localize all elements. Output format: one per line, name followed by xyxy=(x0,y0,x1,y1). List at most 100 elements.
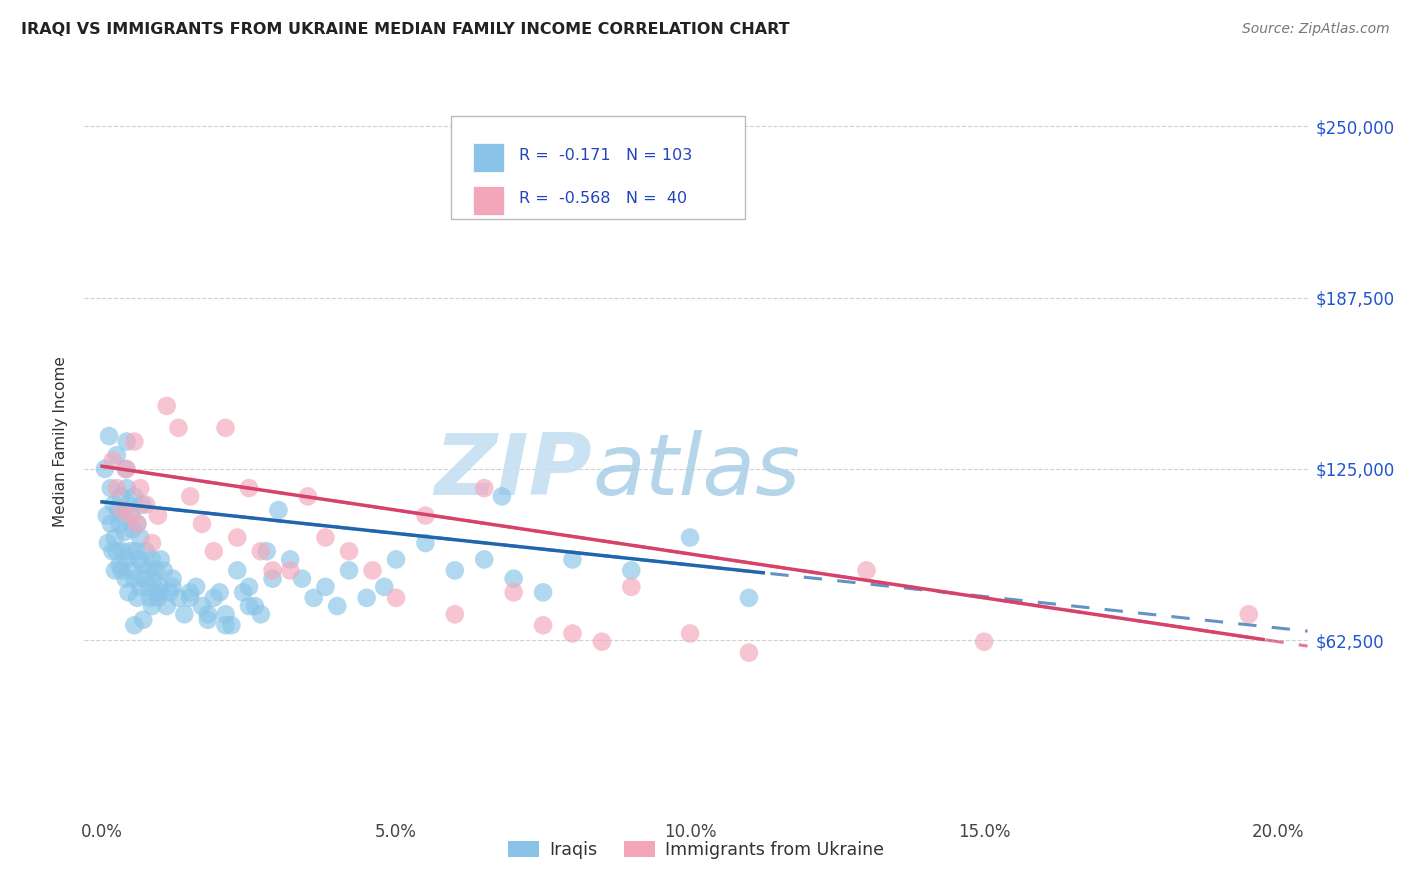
Point xyxy=(337,544,360,558)
Point xyxy=(127,516,149,531)
Point xyxy=(221,618,243,632)
Point xyxy=(145,563,167,577)
Point xyxy=(214,618,236,632)
Point xyxy=(337,563,360,577)
Bar xyxy=(451,116,745,219)
Point xyxy=(531,585,554,599)
Text: R =  -0.171   N = 103: R = -0.171 N = 103 xyxy=(519,148,692,162)
Point xyxy=(138,580,160,594)
Point xyxy=(105,544,128,558)
Point xyxy=(167,591,190,605)
Point xyxy=(256,544,278,558)
Point xyxy=(117,498,139,512)
Point xyxy=(132,613,155,627)
Bar xyxy=(474,186,503,215)
Point xyxy=(314,580,336,594)
Text: atlas: atlas xyxy=(592,430,800,513)
Point xyxy=(124,489,146,503)
Point xyxy=(278,552,301,566)
Point xyxy=(973,634,995,648)
Point xyxy=(197,613,219,627)
Point xyxy=(179,585,201,599)
Point xyxy=(162,580,184,594)
Point xyxy=(214,607,236,622)
Point xyxy=(108,516,131,531)
Point xyxy=(620,580,643,594)
Point xyxy=(146,591,169,605)
Point xyxy=(278,563,301,577)
Text: R =  -0.568   N =  40: R = -0.568 N = 40 xyxy=(519,191,686,206)
Point xyxy=(561,552,583,566)
Point xyxy=(104,531,127,545)
Point xyxy=(136,563,159,577)
Point xyxy=(531,618,554,632)
Point xyxy=(135,544,157,558)
Point xyxy=(197,607,219,622)
Point xyxy=(591,634,613,648)
Point xyxy=(385,552,408,566)
Point xyxy=(100,481,122,495)
Point xyxy=(105,481,128,495)
Point xyxy=(444,607,467,622)
Point xyxy=(356,591,378,605)
Point xyxy=(173,607,195,622)
Point xyxy=(124,572,146,586)
Point xyxy=(679,626,702,640)
Point xyxy=(297,489,319,503)
Point xyxy=(149,585,172,599)
Point xyxy=(373,580,395,594)
Text: ZIP: ZIP xyxy=(434,430,592,513)
Point xyxy=(502,572,524,586)
Point xyxy=(129,580,152,594)
Point xyxy=(214,421,236,435)
Point xyxy=(226,563,249,577)
Point xyxy=(101,544,124,558)
Point xyxy=(120,563,142,577)
Point xyxy=(491,489,513,503)
Point xyxy=(226,531,249,545)
Point xyxy=(143,585,166,599)
Point xyxy=(620,563,643,577)
Point xyxy=(142,572,165,586)
Point xyxy=(97,536,120,550)
Point xyxy=(111,508,134,523)
Point xyxy=(159,585,181,599)
Point xyxy=(361,563,384,577)
Point xyxy=(238,580,260,594)
Point xyxy=(191,516,214,531)
Point xyxy=(124,618,146,632)
Point xyxy=(108,558,131,572)
Point xyxy=(129,531,152,545)
Text: Source: ZipAtlas.com: Source: ZipAtlas.com xyxy=(1241,22,1389,37)
Point xyxy=(167,421,190,435)
Point xyxy=(96,508,118,523)
Point xyxy=(156,399,179,413)
Point xyxy=(141,536,163,550)
Point xyxy=(267,503,290,517)
Point xyxy=(114,572,136,586)
Point xyxy=(149,580,172,594)
Point xyxy=(112,524,135,539)
Point xyxy=(127,591,149,605)
Point xyxy=(179,591,201,605)
Point xyxy=(120,544,142,558)
Point xyxy=(124,434,146,449)
Point xyxy=(105,448,128,462)
Point xyxy=(141,552,163,566)
Point xyxy=(127,516,149,531)
Point xyxy=(738,591,761,605)
Point xyxy=(110,489,132,503)
Point xyxy=(98,429,121,443)
Y-axis label: Median Family Income: Median Family Income xyxy=(53,356,69,527)
Point xyxy=(125,544,148,558)
Point xyxy=(107,503,129,517)
Point xyxy=(111,503,134,517)
Point xyxy=(385,591,408,605)
Point xyxy=(149,552,172,566)
Point xyxy=(110,563,132,577)
Point xyxy=(115,462,138,476)
Point xyxy=(129,481,152,495)
Point xyxy=(679,531,702,545)
Point xyxy=(131,498,153,512)
Point xyxy=(117,585,139,599)
